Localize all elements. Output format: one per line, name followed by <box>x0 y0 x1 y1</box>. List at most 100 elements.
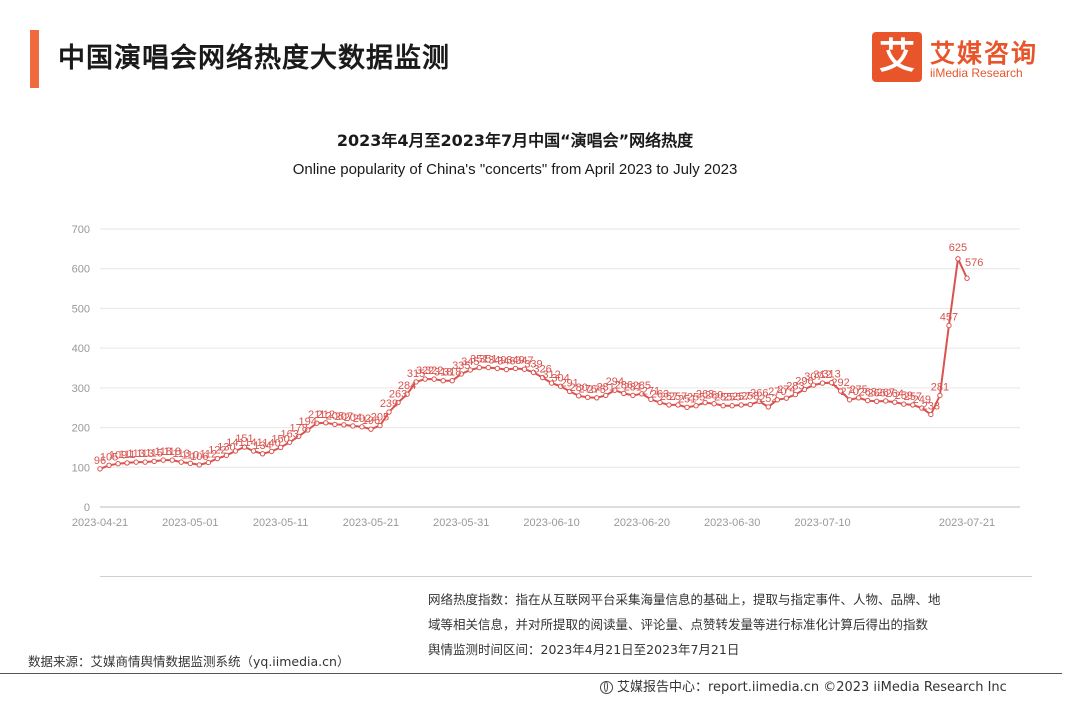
data-label: 113 <box>127 448 145 460</box>
data-label: 252 <box>759 393 777 405</box>
data-label: 204 <box>344 412 362 424</box>
data-point <box>422 376 428 382</box>
data-point <box>575 393 582 399</box>
data-label: 96 <box>94 455 106 467</box>
data-label: 349 <box>488 354 506 366</box>
data-point <box>548 380 555 386</box>
data-point <box>603 392 609 399</box>
data-point <box>241 444 248 450</box>
data-point <box>295 433 302 440</box>
y-tick-label: 700 <box>72 224 90 236</box>
data-label: 202 <box>353 413 371 425</box>
data-point <box>774 397 781 403</box>
line-chart: 0 100 200 300 400 500 600 700 2023-04-21 2023-05… <box>72 224 1020 529</box>
data-point <box>684 404 690 411</box>
data-label: 263 <box>696 389 714 401</box>
methodology-notes: 网络热度指数：指在从互联网平台采集海量信息的基础上，提取与指定事件、人物、品牌、… <box>428 587 1058 662</box>
data-point <box>937 392 943 399</box>
data-points <box>97 256 970 472</box>
data-point <box>133 459 139 465</box>
data-label: 318 <box>443 367 461 379</box>
chart-subtitle: Online popularity of China's "concerts" … <box>292 161 738 178</box>
y-tick-label: 400 <box>72 343 90 355</box>
data-point <box>467 367 473 373</box>
data-label: 105 <box>100 451 118 463</box>
data-point <box>187 460 194 467</box>
note-line-3: 舆情监测时间区间：2023年4月21日至2023年7月21日 <box>428 642 740 657</box>
data-label: 150 <box>271 433 289 445</box>
y-tick-label: 600 <box>72 264 90 276</box>
data-label: 274 <box>777 384 795 396</box>
data-label: 194 <box>299 416 317 428</box>
data-point <box>178 459 184 465</box>
data-label: 351 <box>479 354 497 366</box>
data-point <box>350 423 356 429</box>
data-label: 345 <box>461 356 479 368</box>
data-point <box>395 399 401 406</box>
y-tick-label: 100 <box>72 462 90 474</box>
x-tick-label: 2023-05-21 <box>343 517 399 529</box>
data-label: 271 <box>642 385 660 397</box>
data-point <box>142 459 148 465</box>
data-label: 286 <box>615 379 633 391</box>
x-tick-label: 2023-05-11 <box>253 517 308 529</box>
data-label: 335 <box>452 360 470 372</box>
data-label: 349 <box>506 354 524 366</box>
x-tick-label: 2023-06-30 <box>704 517 760 529</box>
data-label: 312 <box>813 369 831 381</box>
data-label: 270 <box>768 386 786 398</box>
grid-lines <box>100 228 1020 508</box>
data-label: 257 <box>904 391 922 403</box>
x-axis: 2023-04-21 2023-05-01 2023-05-11 2023-05-21… <box>72 517 995 529</box>
data-label: 151 <box>235 433 253 445</box>
logo-chinese-text: 艾媒咨询 <box>930 39 1039 68</box>
data-point <box>449 378 455 384</box>
data-point <box>783 395 790 401</box>
data-label: 257 <box>732 391 750 403</box>
data-label: 130 <box>217 441 235 453</box>
data-point <box>232 448 239 454</box>
data-label: 205 <box>371 412 389 424</box>
data-point <box>675 402 681 408</box>
data-label: 212 <box>317 409 335 421</box>
data-point <box>810 382 817 388</box>
data-label: 115 <box>145 447 163 459</box>
data-label: 239 <box>380 398 398 410</box>
data-point <box>196 462 203 468</box>
data-point <box>106 462 112 469</box>
data-point <box>919 405 925 411</box>
data-point <box>160 457 166 463</box>
data-point <box>594 395 600 401</box>
data-label: 141 <box>226 437 244 449</box>
data-point <box>205 459 212 466</box>
data-label: 280 <box>569 382 587 394</box>
data-source: 数据来源：艾媒商情舆情数据监测系统（yq.iimedia.cn） <box>28 654 350 669</box>
data-label: 275 <box>588 384 606 396</box>
data-label: 207 <box>335 411 353 423</box>
data-point <box>151 458 157 465</box>
data-point <box>503 366 510 373</box>
data-label: 304 <box>551 372 569 384</box>
data-point <box>169 457 175 463</box>
data-label: 576 <box>965 257 983 269</box>
data-label: 259 <box>895 390 913 402</box>
data-point <box>359 424 365 430</box>
data-point <box>539 374 546 381</box>
data-point <box>566 388 573 395</box>
data-label: 257 <box>669 391 687 403</box>
note-line-1: 网络热度指数：指在从互联网平台采集海量信息的基础上，提取与指定事件、人物、品牌、… <box>428 592 941 607</box>
data-label: 307 <box>804 371 822 383</box>
page-title: 中国演唱会网络热度大数据监测 <box>58 43 450 74</box>
data-point <box>711 401 717 407</box>
data-label: 312 <box>542 369 560 381</box>
data-point <box>557 383 564 389</box>
data-label: 275 <box>849 384 867 396</box>
data-labels: 9610510911111311311511811811311010611212… <box>94 242 983 467</box>
data-point <box>873 398 880 405</box>
y-tick-label: 500 <box>72 303 90 315</box>
data-point <box>819 380 826 386</box>
data-point <box>693 403 699 409</box>
data-point <box>277 444 284 451</box>
title-accent-bar <box>30 30 39 88</box>
data-point <box>910 402 916 408</box>
